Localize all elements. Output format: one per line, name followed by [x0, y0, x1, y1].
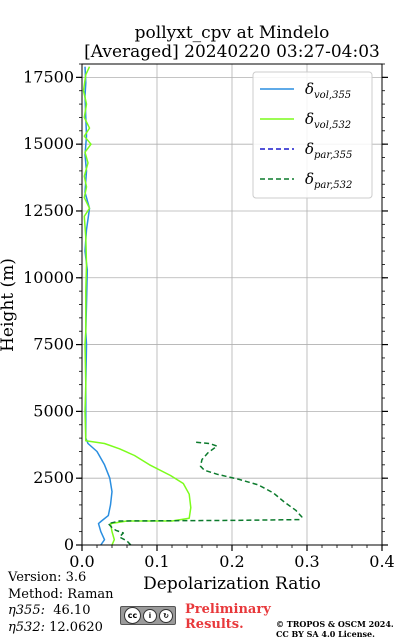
- series-line-vol-532: [82, 66, 192, 546]
- y-tick-label: 5000: [33, 401, 74, 420]
- y-tick-label: 12500: [23, 201, 74, 220]
- chart-title-line1: pollyxt_cpv at Mindelo: [135, 23, 330, 43]
- copyright-line1: © TROPOS & OSCM 2024.: [276, 619, 394, 629]
- legend-label: δpar,355: [305, 140, 352, 161]
- depolarization-chart: pollyxt_cpv at Mindelo [Averaged] 202402…: [0, 23, 395, 594]
- legend: δvol,355 δvol,532 δpar,355 δpar,532: [252, 71, 373, 199]
- x-tick-label: 0.2: [219, 552, 244, 571]
- x-axis-ticks: 0.0 0.1 0.2 0.3 0.4: [69, 545, 395, 571]
- y-tick-label: 15000: [23, 134, 74, 153]
- cc-license-badge: cc i ↻: [120, 606, 176, 625]
- cc-by-icon: i: [143, 608, 157, 623]
- cc-logo-icon: cc: [124, 607, 141, 624]
- method-text: Method: Raman: [8, 586, 114, 602]
- x-axis-label: Depolarization Ratio: [143, 574, 321, 594]
- x-tick-label: 0.1: [144, 552, 169, 571]
- x-tick-label: 0.0: [69, 552, 94, 571]
- retrieval-info: Version: 3.6 Method: Raman η355: 46.10 η…: [8, 570, 114, 636]
- y-axis-label: Height (m): [0, 258, 18, 352]
- eta532-label: η532:: [8, 619, 45, 635]
- legend-label: δvol,355: [305, 80, 351, 101]
- y-axis-ticks: 0 2500 5000 7500 10000 12500 15000 17500: [23, 67, 388, 554]
- y-tick-label: 10000: [23, 268, 74, 287]
- legend-box: [252, 71, 373, 199]
- preliminary-results-note: Preliminary Results.: [185, 602, 271, 632]
- eta532-value: 12.0620: [49, 619, 103, 635]
- eta355-row: η355: 46.10: [8, 603, 114, 620]
- x-tick-label: 0.3: [294, 552, 319, 571]
- series-line-par-532: [107, 441, 303, 546]
- series-line-vol-355: [84, 66, 113, 546]
- legend-label: δvol,532: [305, 110, 351, 131]
- legend-items: δvol,355 δvol,532 δpar,355 δpar,532: [260, 80, 352, 191]
- y-tick-label: 2500: [33, 468, 74, 487]
- eta355-value: 46.10: [53, 603, 91, 618]
- version-text: Version: 3.6: [8, 570, 87, 585]
- legend-label: δpar,532: [305, 170, 352, 191]
- eta355-label: η355:: [8, 603, 45, 618]
- chart-title-line2: [Averaged] 20240220 03:27-04:03: [84, 42, 380, 62]
- y-tick-label: 7500: [33, 335, 74, 354]
- eta532-row: η532: 12.0620: [8, 620, 114, 637]
- copyright-line2: CC BY SA 4.0 License.: [276, 628, 375, 639]
- y-tick-label: 17500: [23, 67, 74, 86]
- preliminary-line1: Preliminary: [185, 602, 271, 617]
- x-tick-label: 0.4: [369, 552, 394, 571]
- copyright-note: © TROPOS & OSCM 2024. CC BY SA 4.0 Licen…: [276, 619, 394, 639]
- preliminary-line2: Results.: [185, 617, 244, 632]
- y-tick-label: 0: [64, 535, 74, 554]
- series-layer: [82, 66, 303, 546]
- cc-sa-icon: ↻: [159, 608, 173, 623]
